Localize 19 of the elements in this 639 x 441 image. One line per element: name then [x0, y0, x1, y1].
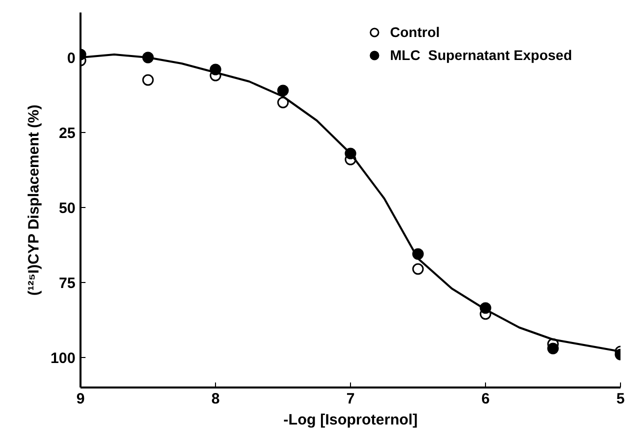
y-tick-label: 0 [67, 50, 76, 67]
point [412, 263, 424, 275]
y-axis-title: (¹²⁵I)CYP Displacement (%) [25, 104, 42, 296]
point [547, 342, 559, 354]
point [142, 74, 154, 86]
legend-label: MLC Supernatant Exposed [390, 47, 574, 63]
y-tick-label: 75 [58, 275, 76, 292]
point [277, 96, 289, 108]
legend-label: Control [390, 24, 441, 40]
x-axis-title: -Log [Isoproternol] [283, 412, 418, 428]
x-tick-label: 5 [616, 390, 625, 408]
x-tick-label: 6 [481, 390, 490, 408]
x-tick-label: 9 [76, 390, 85, 408]
y-tick-label: 50 [58, 200, 76, 217]
point [277, 84, 289, 96]
x-tick-label: 8 [211, 390, 220, 408]
y-tick-label: 25 [58, 125, 76, 142]
x-tick-label: 7 [346, 390, 355, 408]
y-tick-label: 100 [50, 350, 76, 367]
